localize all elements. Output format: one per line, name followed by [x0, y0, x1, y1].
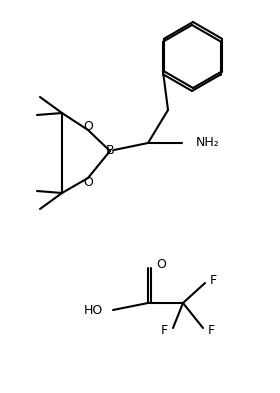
Text: F: F [210, 274, 217, 288]
Text: HO: HO [84, 303, 103, 316]
Text: F: F [161, 323, 168, 336]
Text: F: F [208, 323, 215, 336]
Text: O: O [83, 176, 93, 189]
Text: O: O [83, 119, 93, 132]
Text: NH₂: NH₂ [196, 136, 220, 149]
Text: O: O [156, 259, 166, 272]
Text: B: B [106, 145, 114, 158]
